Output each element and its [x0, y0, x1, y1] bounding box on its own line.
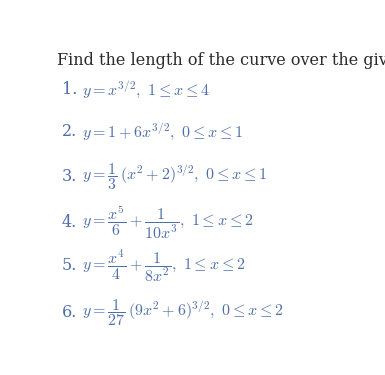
Text: $y = \dfrac{x^4}{4} + \dfrac{1}{8x^2},\ 1 \leq x \leq 2$: $y = \dfrac{x^4}{4} + \dfrac{1}{8x^2},\ … [82, 247, 246, 285]
Text: 3.: 3. [62, 168, 77, 185]
Text: $y = x^{3/2},\ 1 \leq x \leq 4$: $y = x^{3/2},\ 1 \leq x \leq 4$ [82, 80, 211, 100]
Text: $y = \dfrac{1}{27}\,(9x^2 + 6)^{3/2},\ 0 \leq x \leq 2$: $y = \dfrac{1}{27}\,(9x^2 + 6)^{3/2},\ 0… [82, 297, 285, 328]
Text: Find the length of the curve over the given interval.: Find the length of the curve over the gi… [57, 52, 385, 69]
Text: $y = 1 + 6x^{3/2},\ 0 \leq x \leq 1$: $y = 1 + 6x^{3/2},\ 0 \leq x \leq 1$ [82, 121, 244, 142]
Text: 5.: 5. [62, 257, 77, 274]
Text: $y = \dfrac{x^5}{6} + \dfrac{1}{10x^3},\ 1 \leq x \leq 2$: $y = \dfrac{x^5}{6} + \dfrac{1}{10x^3},\… [82, 204, 254, 241]
Text: $y = \dfrac{1}{3}\,(x^2 + 2)^{3/2},\ 0 \leq x \leq 1$: $y = \dfrac{1}{3}\,(x^2 + 2)^{3/2},\ 0 \… [82, 161, 268, 192]
Text: 2.: 2. [62, 123, 77, 140]
Text: 1.: 1. [62, 81, 77, 98]
Text: 6.: 6. [62, 304, 77, 321]
Text: 4.: 4. [62, 214, 77, 231]
